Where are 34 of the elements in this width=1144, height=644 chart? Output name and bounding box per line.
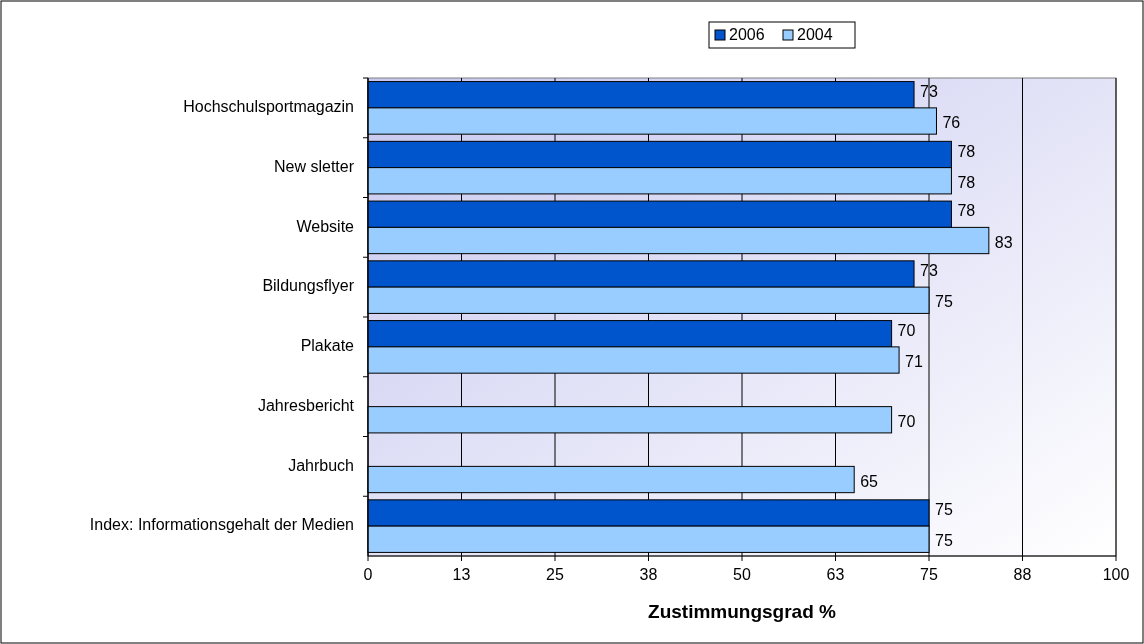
y-tick-label: Plakate [300,337,355,355]
x-tick-label: 38 [639,566,658,583]
data-label: 76 [942,114,961,132]
x-tick-label: 13 [452,566,471,583]
data-label: 75 [935,532,953,550]
data-label: 70 [897,321,916,339]
data-label: 71 [905,353,923,371]
legend-label: 2004 [797,26,833,44]
y-tick-label: Index: Informationsgehalt der Medien [89,516,354,534]
y-tick-label: Jahresbericht [257,396,355,414]
x-tick-label: 100 [1102,566,1130,583]
data-label: 70 [897,412,916,430]
legend-label: 2006 [729,26,765,44]
x-axis-title: Zustimmungsgrad % [648,601,837,622]
y-tick-label: Website [296,217,355,235]
y-tick-label: Bildungsflyer [262,277,355,295]
data-label: 78 [957,142,976,160]
data-label: 75 [935,293,953,311]
x-tick-label: 25 [546,566,564,583]
data-label: 65 [860,472,879,490]
data-label: 73 [920,82,938,100]
x-tick-label: 75 [920,566,938,583]
x-tick-label: 63 [826,566,845,583]
data-label: 83 [994,233,1013,251]
data-label: 75 [935,501,953,519]
y-tick-label: Jahrbuch [288,456,354,474]
y-tick-label: Hochschulsportmagazin [183,98,354,116]
y-tick-label: New sletter [273,157,355,175]
data-label: 78 [957,173,976,191]
x-tick-label: 0 [363,566,373,583]
data-label: 78 [957,202,976,220]
x-tick-label: 88 [1013,566,1032,583]
x-tick-label: 50 [733,566,751,583]
data-label: 73 [920,262,938,280]
